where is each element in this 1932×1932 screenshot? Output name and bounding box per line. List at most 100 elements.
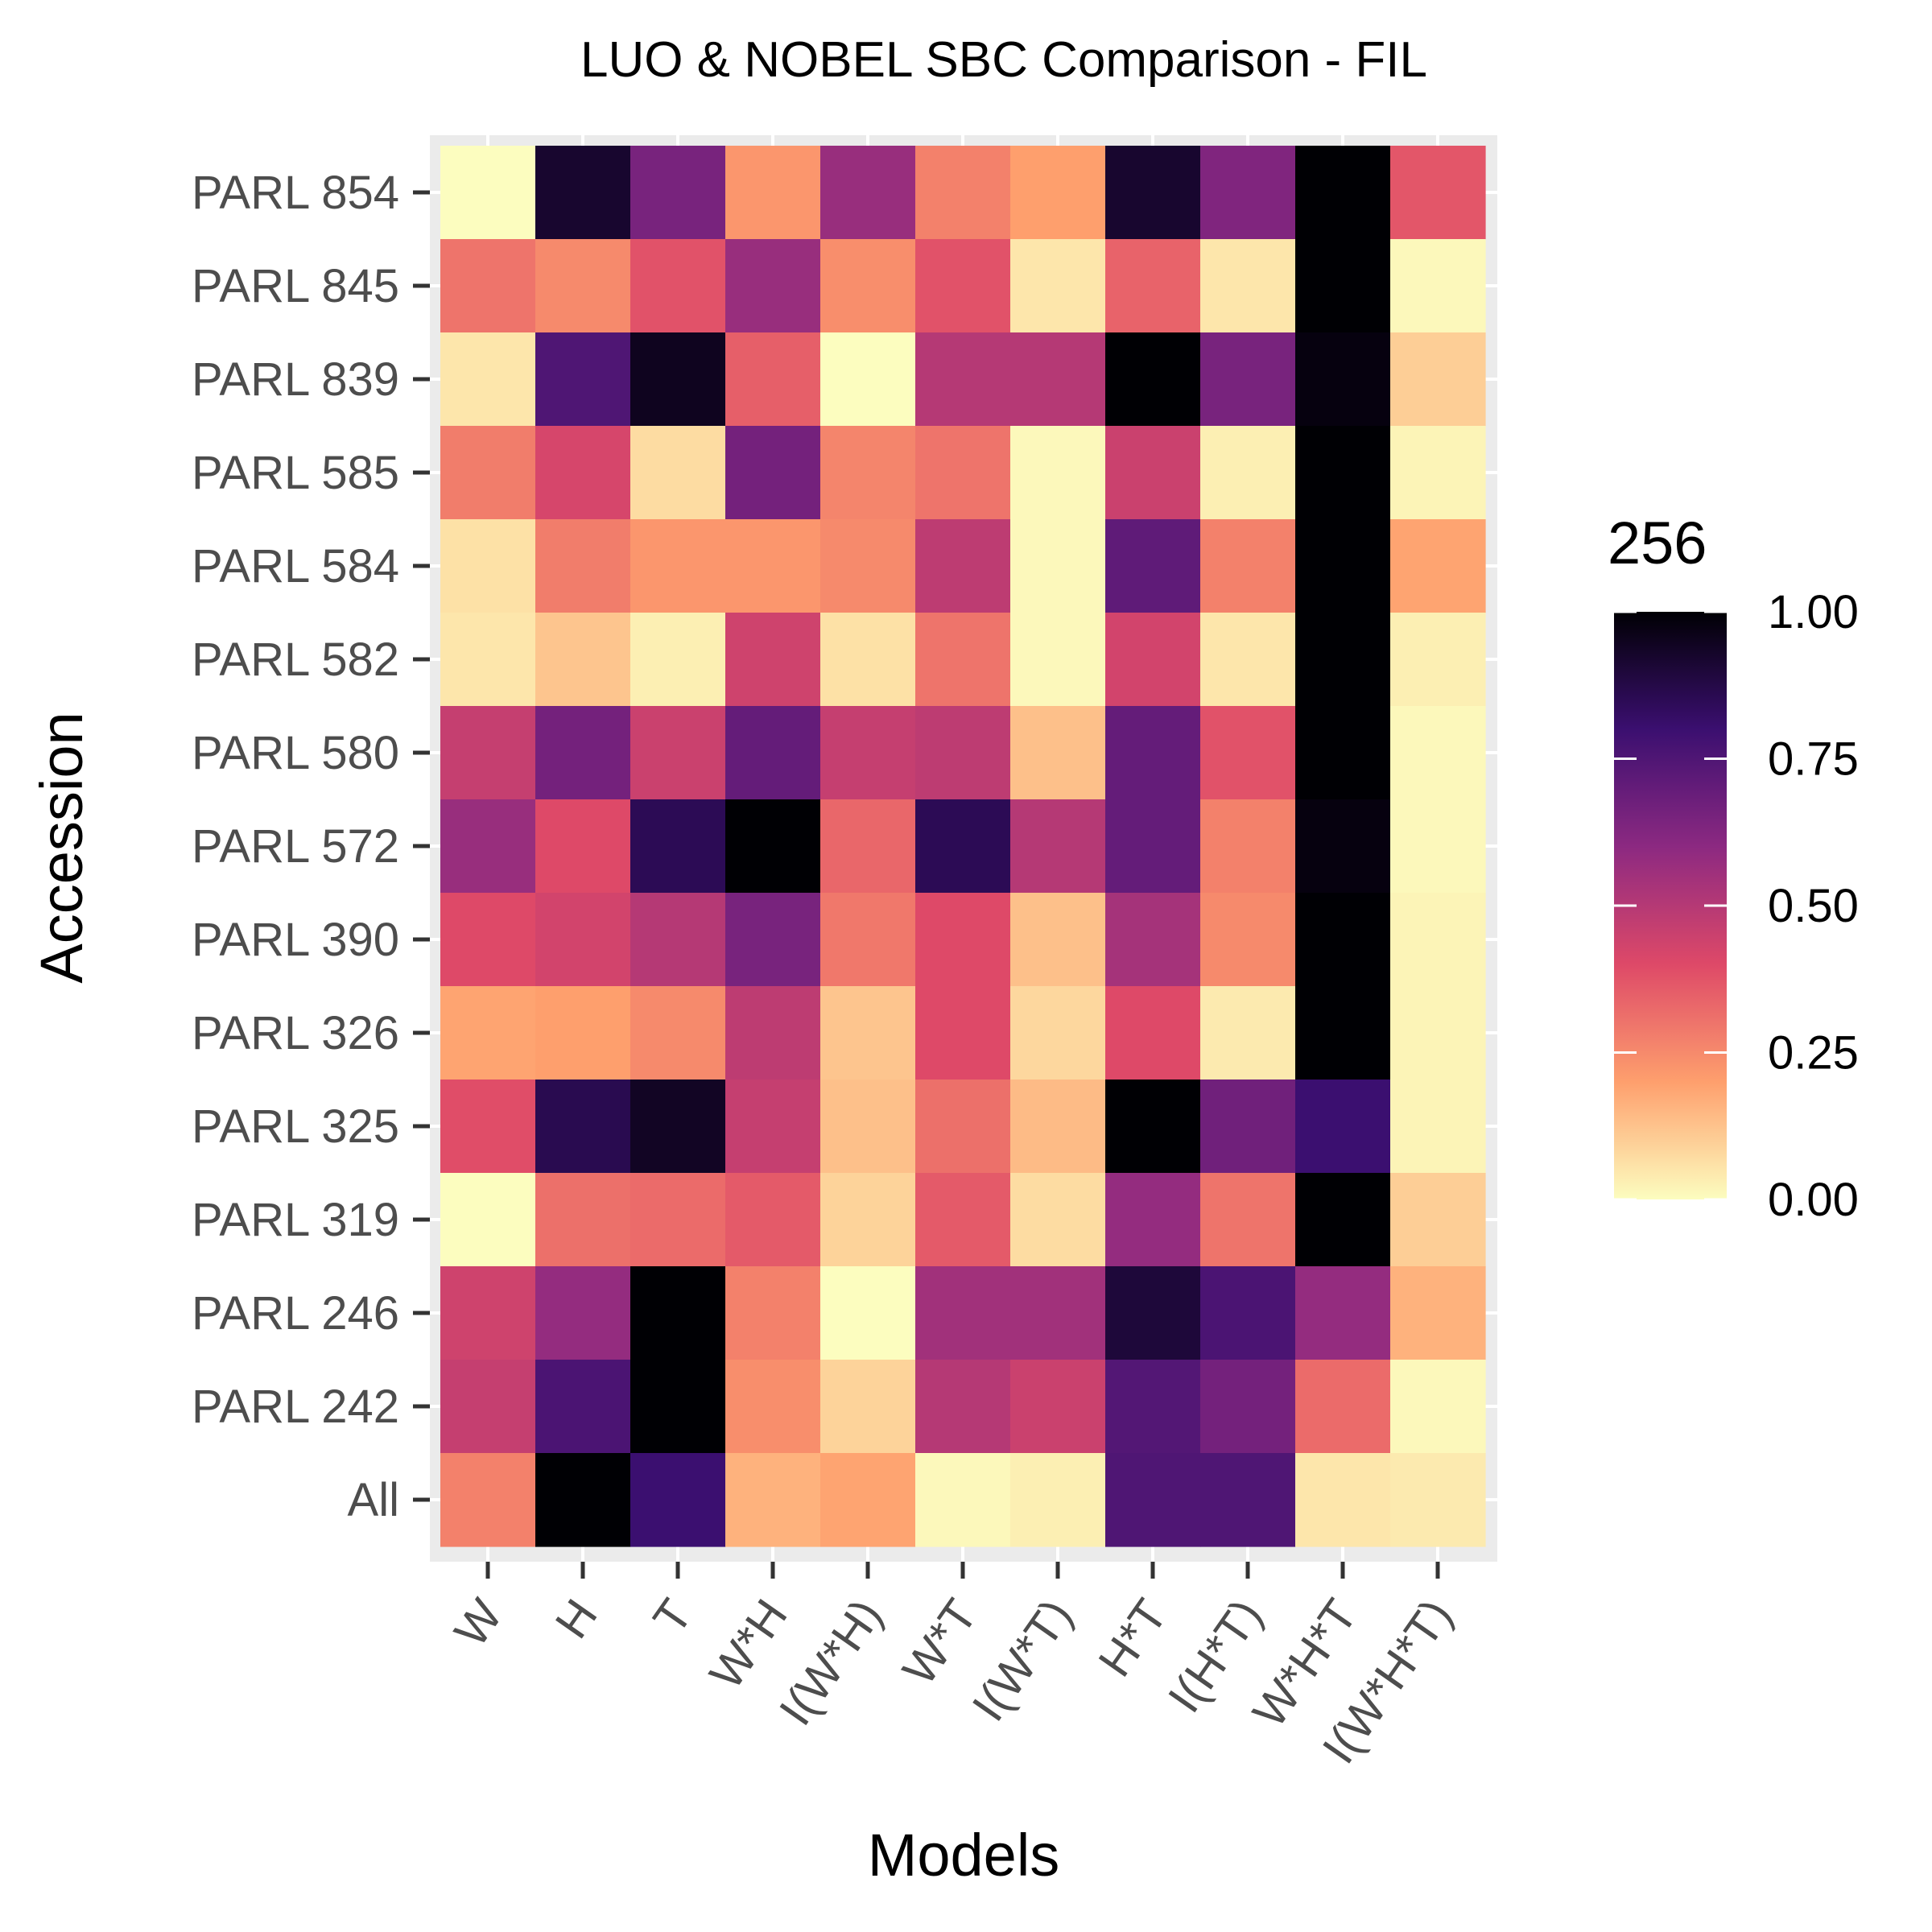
heatmap-cell [440,613,536,707]
heatmap-cell [915,1080,1011,1174]
heatmap-cell [440,893,536,987]
y-axis: PARL 854 PARL 845 PARL 839 PARL 585 PARL 584… [192,167,430,1526]
y-tick-label-parl-580: PARL 580 [192,727,399,779]
heatmap-cell [1010,1266,1106,1360]
y-tick-label-parl-572: PARL 572 [192,820,399,873]
heatmap-cell [915,706,1011,800]
heatmap-cell [440,519,536,613]
heatmap-cell [725,146,821,240]
x-tick-label-w: W [444,1590,513,1656]
heatmap-cell [1390,519,1486,613]
heatmap-cell [915,613,1011,707]
heatmap-cell [535,1173,631,1267]
heatmap-cell [1200,613,1296,707]
heatmap-cell [1010,426,1106,520]
heatmap-cell [535,1080,631,1174]
heatmap-cell [1390,799,1486,894]
y-tick-label-parl-246: PARL 246 [192,1287,399,1340]
heatmap-cell [1010,239,1106,333]
heatmap-cell [535,519,631,613]
heatmap-cell [630,1080,726,1174]
heatmap-cell [1105,1360,1201,1454]
heatmap-cell [1390,332,1486,427]
heatmap-cell [1200,1173,1296,1267]
heatmap-cell [725,893,821,987]
heatmap-cell [1105,1266,1201,1360]
heatmap-cell [1105,146,1201,240]
heatmap-cell [820,332,916,427]
heatmap-cell [820,986,916,1080]
heatmap-cell [1105,613,1201,707]
heatmap-cell [440,799,536,894]
y-axis-title: Accession [28,712,95,983]
x-tick-label-h: H [545,1590,607,1648]
heatmap-cell [535,893,631,987]
heatmap-cell [725,1080,821,1174]
heatmap-cell [820,426,916,520]
heatmap-cell [725,613,821,707]
heatmap-cell [630,1453,726,1547]
heatmap-cell [1010,986,1106,1080]
heatmap-cell [1010,1360,1106,1454]
heatmap-cell [1105,239,1201,333]
heatmap-cell [535,332,631,427]
heatmap-cell [725,1173,821,1267]
heatmap-cell [725,799,821,894]
heatmap-cell [630,799,726,894]
heatmap-cell [725,1266,821,1360]
heatmap-cell [915,986,1011,1080]
heatmap-cell [1200,519,1296,613]
heatmap-cell [1200,1080,1296,1174]
heatmap-cell [1390,613,1486,707]
heatmap-cell [1105,893,1201,987]
heatmap-cell [1295,1266,1391,1360]
heatmap-cell [630,706,726,800]
heatmap-cell [535,146,631,240]
heatmap-cell [1105,332,1201,427]
heatmap-cell [915,332,1011,427]
heatmap-cell [820,146,916,240]
heatmap-cell [1390,706,1486,800]
heatmap-cell [1390,1360,1486,1454]
heatmap-cell [630,1173,726,1267]
heatmap-cell [915,146,1011,240]
heatmap-cell [1200,706,1296,800]
heatmap-cell [1010,799,1106,894]
heatmap-cell [915,1266,1011,1360]
heatmap-cell [1390,1453,1486,1547]
heatmap-cell [1295,519,1391,613]
heatmap-cell [440,146,536,240]
heatmap-cell [725,332,821,427]
heatmap-cell [1010,613,1106,707]
heatmap-cell [820,799,916,894]
heatmap-cell [440,332,536,427]
x-tick-label-t: T [643,1590,703,1643]
heatmap-cell [630,519,726,613]
heatmap-cell [725,986,821,1080]
y-tick-label-parl-242: PARL 242 [192,1381,399,1433]
heatmap-cell [725,239,821,333]
heatmap-cell [1010,146,1106,240]
chart-title: LUO & NOBEL SBC Comparison - FIL [580,32,1427,88]
heatmap-cell [1390,426,1486,520]
heatmap-cell [1295,1453,1391,1547]
legend-tick-label: 0.25 [1768,1027,1859,1080]
heatmap-cell [1390,146,1486,240]
heatmap-cell [630,332,726,427]
heatmap-cell [535,613,631,707]
heatmap-cell [1105,799,1201,894]
heatmap-cell [820,1080,916,1174]
y-tick-label-parl-326: PARL 326 [192,1007,399,1059]
heatmap-cell [725,1360,821,1454]
x-tick-label-h-t: H*T [1088,1590,1178,1686]
heatmap-cell [535,426,631,520]
heatmap-cell [1200,893,1296,987]
heatmap-cell [1010,1173,1106,1267]
heatmap-cell [915,893,1011,987]
heatmap-cell [915,1360,1011,1454]
heatmap-cell [725,426,821,520]
heatmap-cell [1010,706,1106,800]
heatmap-cell [1105,1173,1201,1267]
heatmap-cell [1390,239,1486,333]
heatmap-cell [820,1266,916,1360]
